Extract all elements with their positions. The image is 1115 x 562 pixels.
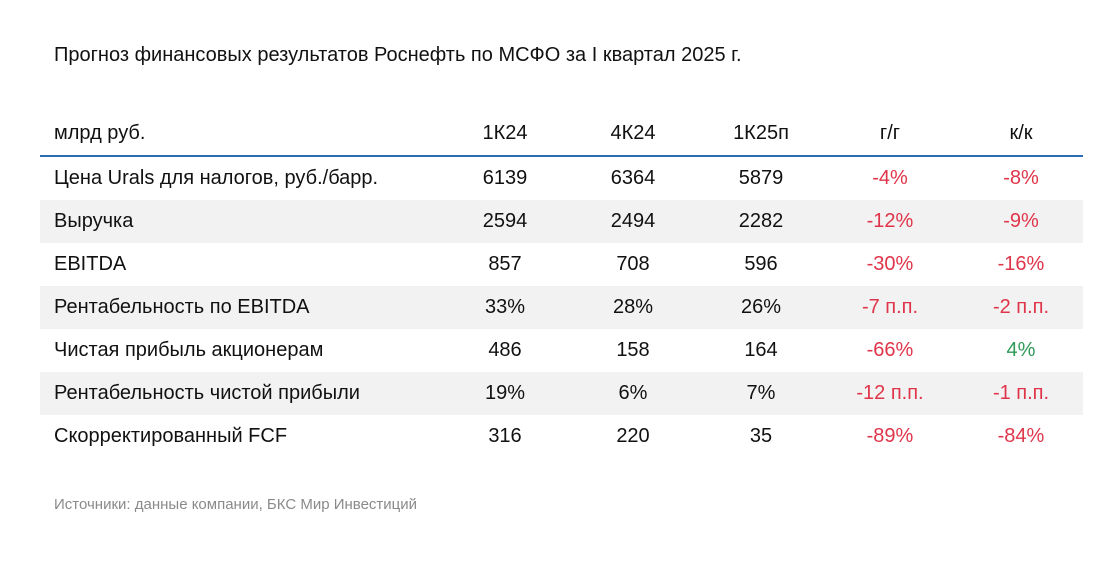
row-label: Рентабельность чистой прибыли <box>54 382 360 404</box>
cell-1q24: 486 <box>488 339 522 361</box>
header-qoq: к/к <box>1009 122 1033 144</box>
row-label: Скорректированный FCF <box>54 425 288 447</box>
header-1q25f: 1К25п <box>733 122 789 144</box>
cell-qoq: 4% <box>1006 339 1036 361</box>
table-row: Выручка 2594 2494 2282 -12% -9% <box>40 200 1083 243</box>
table-header-row: млрд руб. 1К24 4К24 1К25п г/г к/к <box>40 112 1083 157</box>
cell-4q24: 28% <box>612 296 654 318</box>
row-label: Чистая прибыль акционерам <box>54 339 324 361</box>
cell-1q25f: 596 <box>744 253 778 275</box>
cell-4q24: 6% <box>618 382 648 404</box>
table-row: Рентабельность чистой прибыли 19% 6% 7% … <box>40 372 1083 415</box>
cell-1q24: 6139 <box>482 167 528 189</box>
table-row: Чистая прибыль акционерам 486 158 164 -6… <box>40 329 1083 372</box>
cell-1q25f: 35 <box>749 425 773 447</box>
cell-yoy: -66% <box>866 339 914 361</box>
cell-4q24: 6364 <box>610 167 656 189</box>
table-row: EBITDA 857 708 596 -30% -16% <box>40 243 1083 286</box>
cell-yoy: -7 п.п. <box>861 296 919 318</box>
cell-qoq: -9% <box>1003 210 1039 232</box>
source-note: Источники: данные компании, БКС Мир Инве… <box>54 496 418 513</box>
header-4q24: 4К24 <box>610 122 656 144</box>
page-title: Прогноз финансовых результатов Роснефть … <box>54 44 742 66</box>
financial-forecast-table: млрд руб. 1К24 4К24 1К25п г/г к/к Цена U… <box>40 112 1083 458</box>
row-label: Выручка <box>54 210 134 232</box>
cell-1q24: 19% <box>484 382 526 404</box>
cell-qoq: -2 п.п. <box>992 296 1050 318</box>
cell-1q25f: 2282 <box>738 210 784 232</box>
cell-1q24: 33% <box>484 296 526 318</box>
cell-4q24: 158 <box>616 339 650 361</box>
row-label: Рентабельность по EBITDA <box>54 296 310 318</box>
table-row: Цена Urals для налогов, руб./барр. 6139 … <box>40 157 1083 200</box>
cell-yoy: -89% <box>866 425 914 447</box>
cell-yoy: -12 п.п. <box>856 382 924 404</box>
cell-1q25f: 164 <box>744 339 778 361</box>
cell-yoy: -30% <box>866 253 914 275</box>
cell-yoy: -12% <box>866 210 914 232</box>
table-row: Скорректированный FCF 316 220 35 -89% -8… <box>40 415 1083 458</box>
cell-1q24: 316 <box>488 425 522 447</box>
row-label: EBITDA <box>54 253 127 275</box>
cell-yoy: -4% <box>872 167 908 189</box>
cell-qoq: -16% <box>997 253 1045 275</box>
header-yoy: г/г <box>879 122 901 144</box>
cell-1q25f: 26% <box>740 296 782 318</box>
cell-1q25f: 7% <box>746 382 776 404</box>
row-label: Цена Urals для налогов, руб./барр. <box>54 167 379 189</box>
cell-qoq: -1 п.п. <box>992 382 1050 404</box>
cell-1q24: 857 <box>488 253 522 275</box>
cell-qoq: -84% <box>997 425 1045 447</box>
cell-4q24: 708 <box>616 253 650 275</box>
cell-1q24: 2594 <box>482 210 528 232</box>
table-row: Рентабельность по EBITDA 33% 28% 26% -7 … <box>40 286 1083 329</box>
cell-1q25f: 5879 <box>738 167 784 189</box>
header-units: млрд руб. <box>54 122 146 144</box>
cell-4q24: 2494 <box>610 210 656 232</box>
cell-qoq: -8% <box>1003 167 1039 189</box>
header-1q24: 1К24 <box>482 122 528 144</box>
cell-4q24: 220 <box>616 425 650 447</box>
